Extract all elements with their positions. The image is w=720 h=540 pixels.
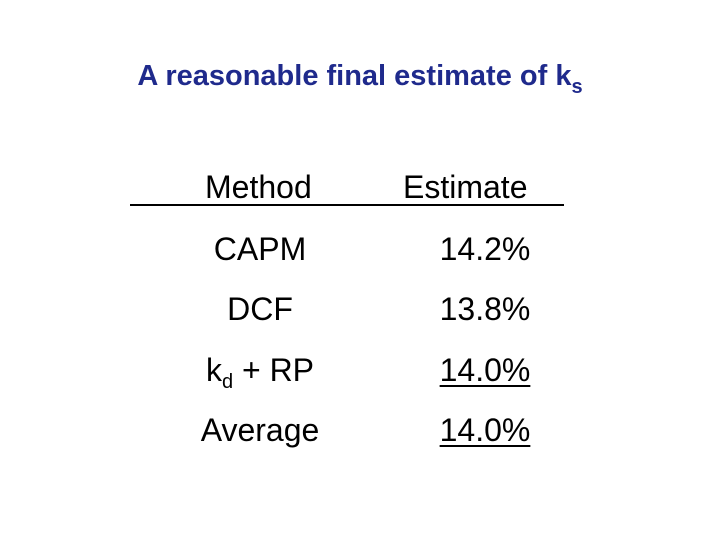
- row-average-estimate-value: 14.0%: [439, 412, 531, 448]
- row-average-estimate: 14.0%: [400, 410, 570, 450]
- row-kd-rp-subscript: d: [221, 371, 234, 393]
- row-kd-rp-method: kd + RP: [140, 350, 380, 402]
- estimate-table: Method Estimate CAPM 14.2% DCF 13.8% kd …: [130, 0, 570, 540]
- header-method: Method: [205, 169, 312, 205]
- slide-title: A reasonable final estimate of ks: [0, 60, 720, 99]
- header-estimate: Estimate: [403, 169, 528, 205]
- row-capm-estimate: 14.2%: [439, 231, 531, 267]
- row-kd-rp-k: k: [205, 352, 222, 388]
- row-dcf-estimate: 13.8%: [439, 291, 531, 327]
- row-capm-method: CAPM: [213, 231, 307, 267]
- row-kd-rp-rest: + RP: [233, 352, 315, 388]
- row-dcf-method: DCF: [227, 291, 293, 327]
- title-subscript: s: [571, 76, 583, 98]
- row-average-method: Average: [200, 412, 320, 448]
- row-kd-rp-estimate: 14.0%: [400, 350, 570, 390]
- row-kd-rp-estimate-value: 14.0%: [439, 352, 531, 388]
- title-text: A reasonable final estimate of k: [137, 60, 572, 92]
- header-underline: [130, 204, 564, 206]
